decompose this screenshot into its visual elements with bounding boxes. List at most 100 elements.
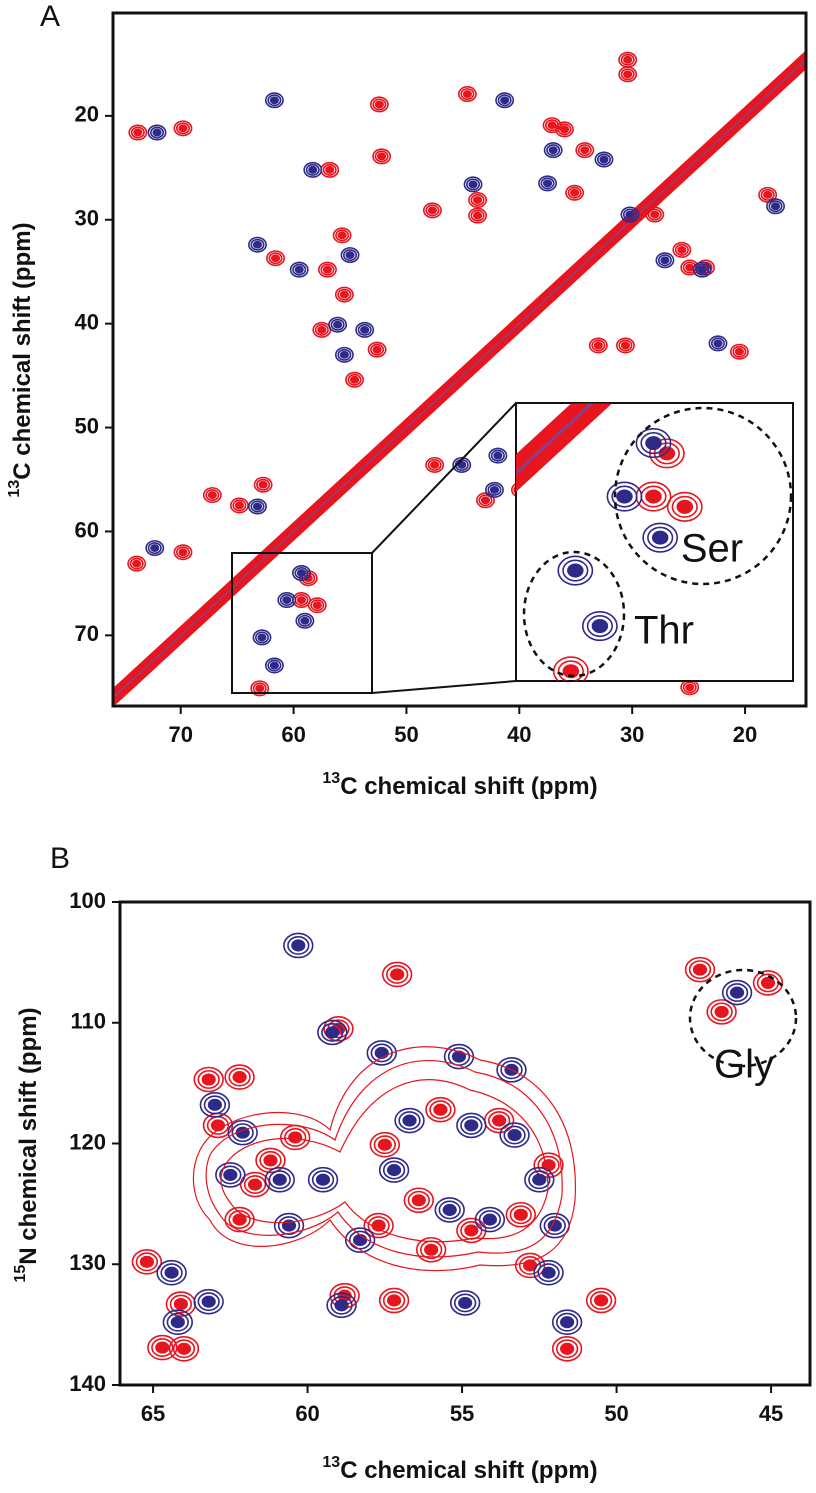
peak bbox=[666, 491, 703, 522]
peak-contour bbox=[292, 263, 307, 276]
peak-contour bbox=[287, 936, 310, 955]
peak-contour bbox=[562, 664, 580, 679]
peak bbox=[289, 261, 309, 278]
peak-contour bbox=[254, 631, 269, 644]
peak-contour bbox=[135, 1252, 159, 1272]
peak bbox=[344, 1227, 376, 1253]
peak-contour bbox=[796, 0, 811, 7]
peak-contour bbox=[708, 335, 728, 352]
peak bbox=[557, 555, 594, 586]
peak-contour bbox=[224, 1064, 255, 1090]
peak bbox=[476, 492, 495, 509]
peak-contour bbox=[468, 192, 487, 209]
peak-contour bbox=[457, 461, 467, 469]
peak-contour bbox=[248, 498, 267, 515]
peak-contour bbox=[288, 1131, 303, 1144]
peak-contour bbox=[640, 432, 667, 455]
peak-contour bbox=[228, 1210, 251, 1229]
peak bbox=[199, 1092, 231, 1118]
peak bbox=[378, 1157, 410, 1183]
peak-contour bbox=[252, 629, 272, 646]
peak-contour bbox=[269, 661, 279, 670]
peak-contour bbox=[340, 247, 360, 264]
peak-contour bbox=[725, 983, 749, 1002]
peak-contour bbox=[258, 480, 268, 489]
peak-contour bbox=[133, 128, 143, 137]
peak-contour bbox=[294, 265, 304, 274]
peak-contour bbox=[348, 1230, 372, 1250]
panel-label: B bbox=[50, 842, 70, 875]
peak-contour bbox=[352, 1234, 368, 1247]
peak-contour bbox=[232, 499, 247, 512]
peak-contour bbox=[616, 489, 633, 504]
peak-contour bbox=[166, 1312, 189, 1332]
peak-contour bbox=[746, 50, 771, 70]
peak bbox=[340, 247, 360, 264]
peak bbox=[555, 121, 574, 138]
peak-contour bbox=[250, 238, 265, 251]
peak-contour bbox=[269, 96, 279, 105]
peak bbox=[156, 1259, 187, 1286]
peak-contour bbox=[403, 1187, 435, 1214]
peak-contour bbox=[264, 657, 284, 674]
peak-contour bbox=[623, 55, 633, 64]
peak-contour bbox=[658, 446, 676, 461]
peak-contour bbox=[243, 1175, 267, 1194]
peak-contour bbox=[381, 961, 413, 988]
peak bbox=[565, 184, 585, 201]
peak-contour bbox=[766, 198, 785, 215]
peak-contour bbox=[555, 1339, 579, 1359]
peak-contour bbox=[250, 500, 265, 513]
inset-view bbox=[310, 0, 811, 681]
peak bbox=[229, 497, 249, 514]
peak bbox=[277, 592, 297, 609]
peak-contour bbox=[768, 200, 783, 213]
peak-contour bbox=[328, 316, 348, 333]
peak bbox=[403, 1187, 435, 1214]
peak-contour bbox=[176, 1342, 192, 1355]
peak-contour bbox=[151, 1338, 174, 1357]
peak-contour bbox=[386, 1164, 402, 1177]
peak-contour bbox=[267, 94, 282, 107]
peak-contour bbox=[372, 98, 387, 111]
peak-contour bbox=[589, 1291, 613, 1310]
peak-contour bbox=[291, 939, 306, 952]
peak-contour bbox=[310, 410, 344, 438]
peak bbox=[684, 956, 716, 983]
peak bbox=[147, 124, 167, 141]
peak-contour bbox=[370, 343, 385, 356]
peak-contour bbox=[593, 341, 603, 350]
peak-contour bbox=[317, 1019, 348, 1046]
peak-contour bbox=[321, 1022, 344, 1042]
peak-contour bbox=[537, 1263, 560, 1283]
peak bbox=[468, 207, 487, 224]
peak-contour bbox=[537, 1155, 560, 1175]
peak-contour bbox=[175, 546, 190, 559]
peak-contour bbox=[666, 491, 703, 522]
peak-contour bbox=[374, 1046, 389, 1059]
peak-contour bbox=[470, 209, 485, 222]
peak-contour bbox=[322, 163, 337, 176]
peak-contour bbox=[248, 236, 267, 253]
peak-contour bbox=[170, 1316, 185, 1329]
peak bbox=[474, 1206, 506, 1233]
peak bbox=[642, 522, 679, 553]
peak-contour bbox=[449, 1290, 481, 1316]
peak bbox=[449, 1290, 481, 1316]
peak-contour bbox=[223, 1168, 238, 1181]
x-tick-label: 40 bbox=[507, 722, 531, 747]
peak-contour bbox=[688, 960, 712, 980]
peak-contour bbox=[374, 100, 384, 109]
peak-contour bbox=[478, 494, 493, 507]
peak-contour bbox=[478, 1210, 502, 1229]
peak-contour bbox=[557, 660, 584, 681]
peak-contour bbox=[645, 489, 662, 504]
peak bbox=[248, 236, 267, 253]
peak-contour bbox=[505, 1201, 536, 1228]
peak-contour bbox=[618, 339, 633, 352]
peak-contour bbox=[296, 596, 307, 604]
peak bbox=[551, 1309, 583, 1336]
annotation: Gly bbox=[714, 1043, 774, 1087]
ylabel-axis-label: 15N chemical shift (ppm) bbox=[12, 1007, 42, 1282]
